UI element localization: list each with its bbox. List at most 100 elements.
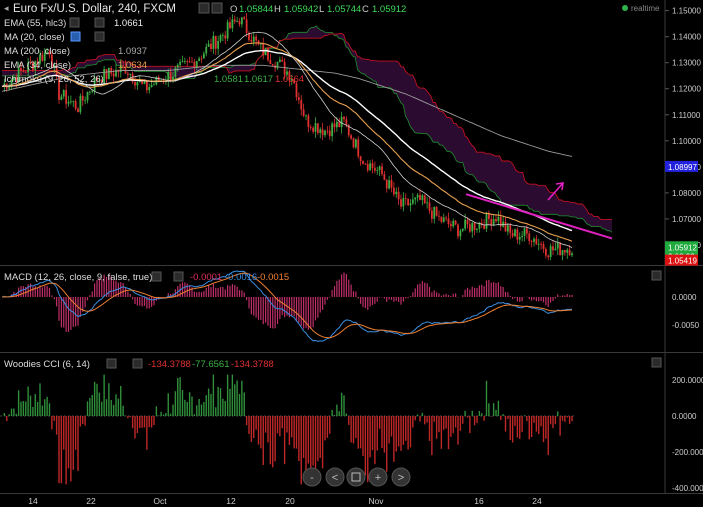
candle-body bbox=[290, 79, 293, 81]
candle-body bbox=[107, 67, 110, 79]
candle-body bbox=[487, 213, 490, 220]
candle-body bbox=[226, 22, 229, 39]
zoom-in-button[interactable] bbox=[368, 467, 388, 487]
candle-body bbox=[278, 59, 281, 63]
chevron-icon[interactable]: ◂ bbox=[4, 3, 9, 13]
candle-body bbox=[60, 96, 63, 100]
scroll-left-button[interactable] bbox=[325, 467, 345, 487]
candle-body bbox=[312, 127, 315, 132]
indicator-ichimoku-value-3: 1.0664 bbox=[275, 74, 304, 85]
trend-annotation[interactable] bbox=[465, 182, 613, 240]
candle-body bbox=[390, 180, 393, 188]
candle-body bbox=[271, 64, 274, 66]
candle-body bbox=[395, 191, 398, 195]
candle-body bbox=[402, 197, 405, 207]
indicator-ma200-label[interactable]: MA (200, close) bbox=[4, 46, 70, 57]
candle-body bbox=[172, 76, 174, 81]
candle-body bbox=[549, 246, 552, 258]
price-axis[interactable]: 1.15000 1.14000 1.13000 1.12000 1.11000 1.100… bbox=[665, 7, 701, 266]
candle-body bbox=[62, 90, 65, 97]
candle-body bbox=[29, 62, 32, 64]
macd-settings-icon[interactable] bbox=[151, 271, 162, 282]
price-tick-label: 1.11000 bbox=[672, 111, 701, 120]
candle-body bbox=[84, 100, 87, 102]
candle-body bbox=[96, 77, 98, 81]
candle-body bbox=[343, 116, 345, 120]
cci-tick-label: -200.0000 bbox=[672, 448, 703, 457]
candle-body bbox=[302, 109, 305, 116]
candle-body bbox=[288, 71, 291, 81]
candle-body bbox=[112, 73, 115, 77]
ema55-line bbox=[1, 49, 573, 232]
candle-body bbox=[36, 61, 39, 64]
settings-icon[interactable] bbox=[211, 2, 223, 14]
moving-average-lines bbox=[1, 31, 573, 249]
ohlc-close: 1.05912 bbox=[372, 4, 406, 15]
candle-body bbox=[191, 61, 193, 63]
time-tick-label: 24 bbox=[532, 496, 542, 506]
candle-body bbox=[516, 229, 519, 240]
indicator-ema55-label[interactable]: EMA (55, hlc3) bbox=[4, 18, 66, 29]
candle-body bbox=[67, 101, 70, 104]
indicator-ma20-visibility-icon[interactable] bbox=[70, 31, 81, 42]
candle-body bbox=[43, 52, 46, 61]
candle-body bbox=[269, 60, 272, 65]
scroll-right-button[interactable] bbox=[391, 467, 411, 487]
candle-body bbox=[221, 35, 224, 37]
candle-body bbox=[229, 22, 231, 29]
cci-tick-label: 0.0000 bbox=[672, 412, 697, 421]
candle-body bbox=[426, 202, 429, 204]
candle-body bbox=[39, 54, 41, 64]
macd-close-icon[interactable] bbox=[173, 271, 184, 282]
macd-value-1: -0.0001 bbox=[190, 272, 222, 283]
zoom-out-button[interactable] bbox=[302, 467, 322, 487]
price-tick-label: 1.13000 bbox=[672, 59, 701, 68]
candle-body bbox=[338, 121, 341, 128]
header-buttons[interactable] bbox=[198, 2, 223, 14]
candle-body bbox=[485, 213, 488, 229]
candle-body bbox=[357, 139, 360, 157]
candle-body bbox=[421, 195, 424, 201]
ohlc-low-label: L bbox=[319, 4, 324, 15]
symbol-title[interactable]: Euro Fx/U.S. Dollar, 240, FXCM bbox=[13, 3, 176, 15]
candle-body bbox=[148, 87, 151, 91]
indicator-ema55-settings-icon[interactable] bbox=[69, 17, 80, 28]
eye-icon[interactable] bbox=[198, 2, 210, 14]
candle-body bbox=[359, 156, 362, 162]
time-axis[interactable]: 14 22 Oct 12 20 Nov 16 24 bbox=[28, 496, 542, 506]
candle-body bbox=[535, 238, 538, 245]
candle-body bbox=[293, 79, 296, 84]
macd-label[interactable]: MACD (12, 26, close, 9, false, true) bbox=[4, 272, 152, 283]
indicator-ichimoku-label[interactable]: Ichimoku (9, 26, 52, 26) bbox=[4, 74, 104, 85]
indicator-ema55-close-icon[interactable] bbox=[94, 17, 105, 28]
candle-body bbox=[414, 197, 417, 200]
candle-body bbox=[115, 69, 117, 77]
realtime-dot-icon bbox=[622, 5, 628, 11]
candle-body bbox=[236, 21, 239, 22]
indicator-ema34-label[interactable]: EMA (34, close) bbox=[4, 60, 71, 71]
indicator-ma200-value: 1.0937 bbox=[118, 46, 147, 57]
cci-close-icon[interactable] bbox=[132, 358, 143, 369]
candle-body bbox=[568, 249, 571, 256]
cci-label[interactable]: Woodies CCI (6, 14) bbox=[4, 359, 90, 370]
candle-body bbox=[457, 224, 459, 237]
cci-settings-icon[interactable] bbox=[106, 358, 117, 369]
candle-body bbox=[243, 17, 246, 20]
cci-pane: 200.0000 0.0000 -200.0000 -400.0000 bbox=[0, 374, 703, 493]
macd-value-3: -0.0015 bbox=[257, 272, 289, 283]
candle-body bbox=[283, 61, 286, 75]
indicator-ma20-label[interactable]: MA (20, close) bbox=[4, 32, 65, 43]
candle-body bbox=[134, 82, 136, 86]
candle-body bbox=[150, 84, 153, 88]
candle-body bbox=[433, 206, 436, 219]
candle-body bbox=[506, 225, 509, 232]
candle-body bbox=[528, 233, 531, 242]
candle-body bbox=[559, 242, 562, 256]
indicator-ma20-close-icon[interactable] bbox=[94, 31, 105, 42]
reset-chart-button[interactable] bbox=[346, 467, 366, 487]
macd-pane: 0.0000 -0.0050 bbox=[1, 270, 700, 342]
macd-pane-collapse-icon[interactable] bbox=[651, 270, 662, 281]
candle-body bbox=[378, 166, 381, 171]
cci-pane-collapse-icon[interactable] bbox=[651, 357, 662, 368]
